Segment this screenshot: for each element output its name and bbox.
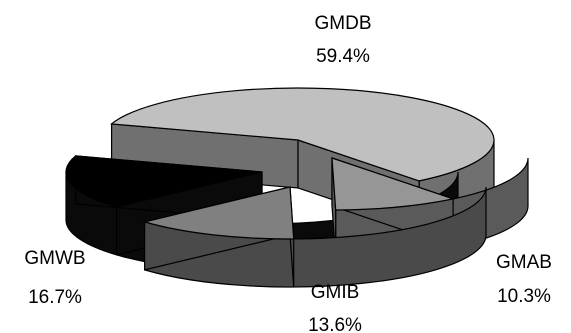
slice-gmib bbox=[142, 186, 487, 288]
label-gmwb-name: GMWB bbox=[24, 248, 85, 269]
label-gmab-value: 10.3% bbox=[497, 286, 551, 307]
slice-gmib-top bbox=[142, 186, 295, 240]
label-gmwb-value: 16.7% bbox=[28, 287, 82, 308]
label-gmib-name: GMIB bbox=[311, 282, 360, 303]
label-gmab-name: GMAB bbox=[496, 252, 552, 273]
pie-slices bbox=[65, 87, 529, 288]
slice-gmwb-top bbox=[65, 155, 263, 208]
slice-gmab-top bbox=[331, 157, 456, 211]
slice-gmdb-top bbox=[110, 87, 495, 182]
label-gmdb-value: 59.4% bbox=[316, 46, 370, 67]
label-gmib-value: 13.6% bbox=[308, 315, 362, 333]
label-gmdb-name: GMDB bbox=[315, 13, 372, 34]
